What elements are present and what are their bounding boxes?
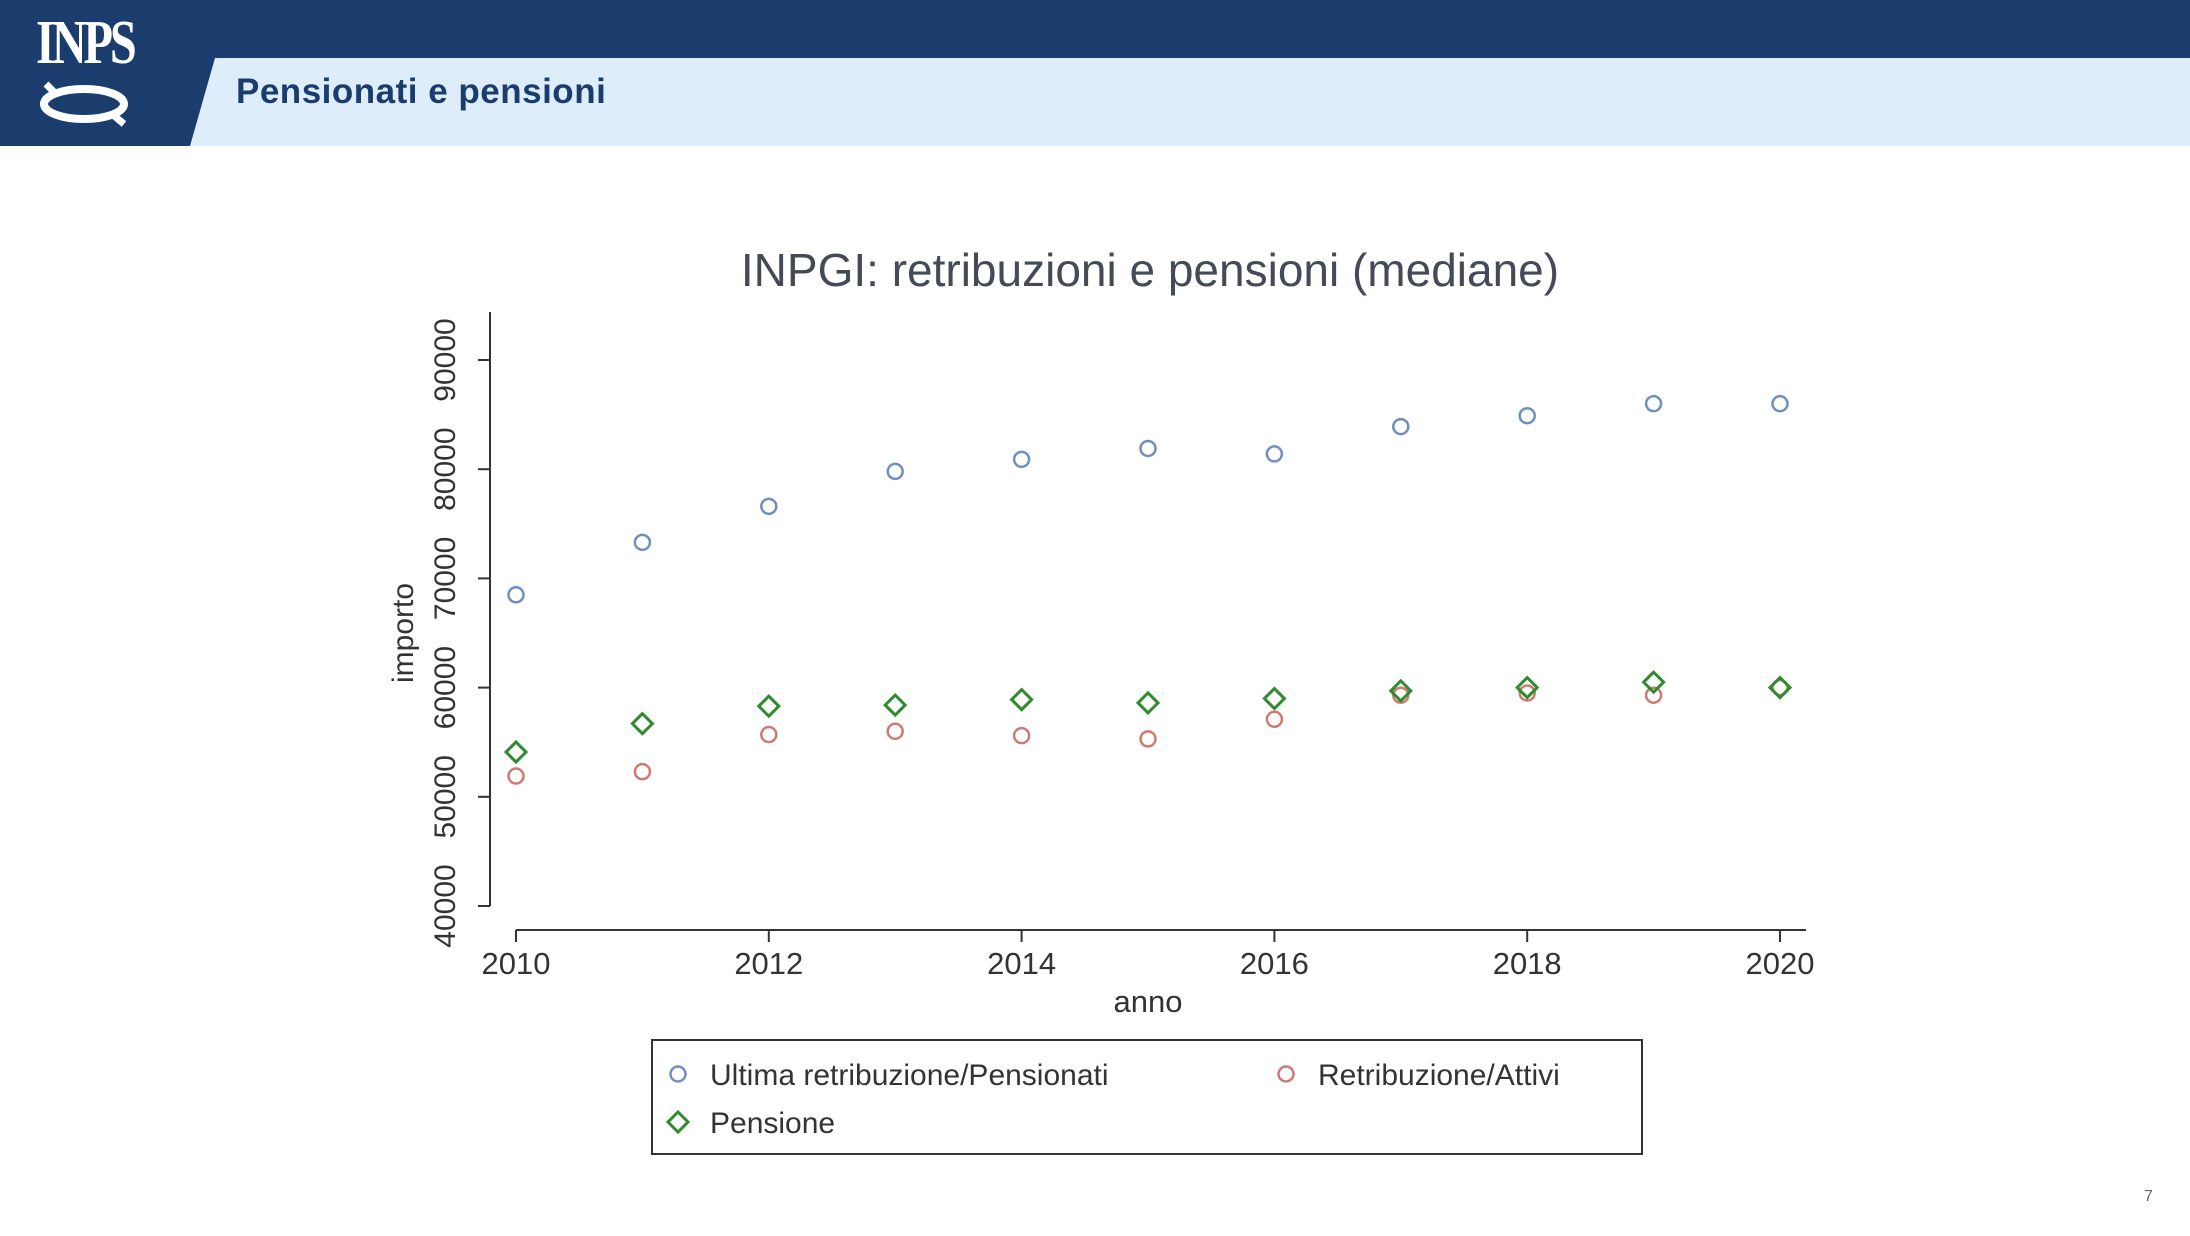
data-point-3 — [630, 711, 655, 736]
inps-logo: INPS — [36, 9, 137, 77]
y-tick-label: 80000 — [429, 427, 462, 510]
y-axis-label: importo — [387, 583, 420, 683]
data-point-2 — [1518, 684, 1536, 702]
legend-label-3: Pensione — [710, 1107, 835, 1140]
x-tick-label: 2016 — [1240, 946, 1309, 981]
data-point-3 — [1009, 687, 1034, 712]
data-point-3 — [756, 694, 781, 719]
data-point-1 — [507, 586, 525, 604]
legend-label-1: Ultima retribuzione/Pensionati — [710, 1059, 1109, 1092]
data-point-3 — [503, 739, 529, 765]
chart-marks — [503, 394, 1793, 785]
data-point-1 — [1392, 417, 1410, 436]
data-point-1 — [760, 497, 778, 516]
x-tick-label: 2014 — [987, 946, 1056, 981]
x-tick-label: 2020 — [1746, 946, 1815, 981]
data-point-3 — [1262, 686, 1287, 711]
data-point-1 — [633, 533, 652, 552]
x-tick-label: 2012 — [734, 946, 803, 981]
chart-legend: Ultima retribuzione/Pensionati Retribuzio… — [651, 1039, 1643, 1155]
data-point-2 — [633, 762, 652, 781]
data-point-2 — [1139, 730, 1157, 748]
header-bar: INPS Pensionati e pensioni — [0, 0, 2190, 146]
inps-logo-swirl-icon — [40, 81, 128, 127]
data-point-2 — [886, 722, 904, 741]
data-point-1 — [886, 462, 904, 481]
data-point-1 — [1771, 394, 1789, 413]
data-point-3 — [1767, 675, 1793, 700]
data-point-2 — [507, 767, 525, 785]
data-point-1 — [1265, 445, 1284, 463]
data-point-1 — [1644, 394, 1663, 413]
data-point-2 — [1771, 678, 1789, 697]
data-point-1 — [1139, 439, 1157, 458]
y-tick-label: 90000 — [429, 318, 462, 401]
legend-marker-2 — [1277, 1065, 1295, 1083]
legend-marker-3 — [665, 1109, 691, 1135]
data-point-3 — [1641, 670, 1666, 695]
x-axis-label: anno — [1114, 984, 1183, 1019]
legend-label-2: Retribuzione/Attivi — [1318, 1059, 1560, 1092]
chart-title: INPGI: retribuzioni e pensioni (mediane) — [740, 244, 1560, 296]
data-point-3 — [1388, 678, 1413, 703]
x-tick-label: 2010 — [482, 946, 551, 981]
x-tick-label: 2018 — [1493, 946, 1562, 981]
data-point-2 — [1012, 726, 1031, 745]
data-point-1 — [1012, 450, 1031, 469]
y-tick-label: 60000 — [429, 646, 462, 729]
y-tick-label: 50000 — [429, 755, 462, 838]
data-point-2 — [1265, 710, 1284, 729]
chart-axes: 40000 50000 60000 70000 80000 90000 importo 201… — [387, 312, 1814, 1019]
data-point-1 — [1518, 406, 1536, 425]
header-background — [0, 0, 2190, 146]
data-point-3 — [883, 692, 908, 718]
data-point-3 — [1135, 690, 1161, 716]
page-title: Pensionati e pensioni — [236, 72, 607, 111]
y-tick-label: 70000 — [429, 537, 462, 620]
legend-box — [651, 1039, 1643, 1155]
data-point-2 — [1644, 686, 1663, 704]
data-point-2 — [760, 725, 778, 744]
data-point-3 — [1515, 675, 1540, 700]
page-number: 7 — [2144, 1188, 2153, 1205]
y-tick-label: 40000 — [429, 864, 462, 947]
legend-marker-1 — [669, 1065, 687, 1083]
